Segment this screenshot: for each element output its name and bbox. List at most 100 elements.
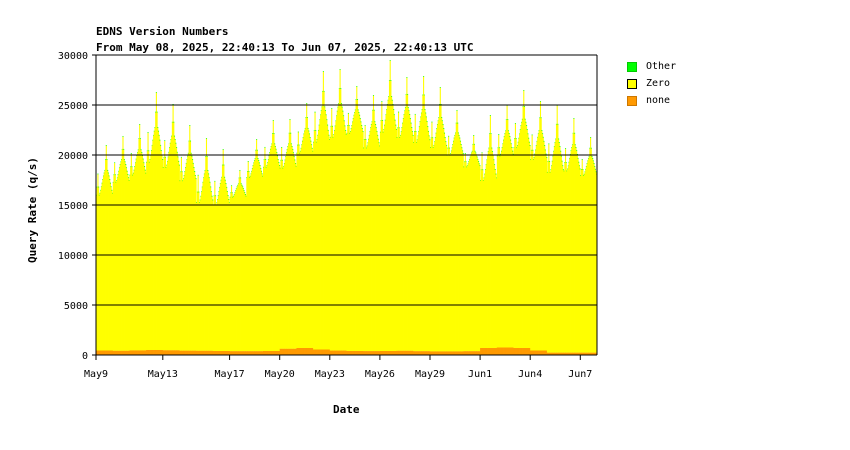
area-other-segment: [260, 170, 263, 172]
area-other-segment: [208, 177, 210, 179]
area-other-segment: [327, 124, 329, 126]
area-zero-segment: [441, 118, 443, 352]
area-other-segment: [532, 159, 535, 161]
area-other-segment: [233, 195, 235, 197]
area-none-segment: [341, 350, 343, 355]
area-zero-segment: [158, 135, 160, 350]
area-none-segment: [256, 351, 258, 355]
area-zero-segment: [357, 110, 359, 351]
area-other-segment: [489, 115, 491, 116]
area-none-segment: [351, 351, 353, 355]
area-none-segment: [166, 350, 168, 355]
area-other-segment: [98, 186, 100, 188]
area-none-segment: [420, 351, 423, 355]
area-zero-segment: [514, 123, 516, 348]
area-other-segment: [367, 142, 369, 144]
area-zero-segment: [226, 187, 228, 351]
area-none-segment: [408, 350, 410, 355]
area-zero-segment: [514, 138, 516, 348]
area-none-segment: [331, 350, 333, 355]
area-none-segment: [365, 351, 367, 355]
area-zero-segment: [200, 196, 202, 351]
area-none-segment: [188, 350, 190, 355]
area-none-segment: [395, 351, 397, 355]
area-none-segment: [171, 350, 173, 355]
area-none-segment: [463, 351, 465, 355]
area-zero-segment: [528, 142, 530, 348]
area-zero-segment: [395, 125, 397, 352]
area-none-segment: [389, 351, 391, 355]
area-none-segment: [437, 351, 439, 355]
area-zero-segment: [228, 199, 230, 351]
area-other-segment: [331, 108, 333, 109]
area-other-segment: [539, 117, 541, 119]
area-zero-segment: [150, 150, 153, 350]
area-none-segment: [382, 351, 384, 355]
area-zero-segment: [423, 95, 425, 352]
area-none-segment: [583, 352, 585, 355]
area-zero-segment: [449, 155, 451, 352]
area-other-segment: [301, 144, 303, 146]
area-other-segment: [264, 146, 266, 148]
area-other-segment: [163, 156, 165, 158]
area-none-segment: [592, 352, 594, 355]
area-none-segment: [392, 351, 394, 355]
area-zero-segment: [219, 187, 221, 351]
area-none-segment: [322, 349, 324, 355]
area-none-segment: [315, 349, 317, 355]
area-other-segment: [507, 130, 510, 132]
area-none-segment: [337, 350, 339, 355]
area-zero-segment: [574, 133, 576, 353]
area-zero-segment: [203, 174, 205, 351]
area-none-segment: [276, 351, 279, 355]
area-other-segment: [343, 120, 345, 122]
area-zero-segment: [121, 149, 123, 351]
area-other-segment: [518, 137, 520, 139]
area-other-segment: [283, 162, 285, 164]
area-other-segment: [578, 165, 581, 167]
area-other-segment: [373, 109, 375, 111]
area-none-segment: [426, 351, 428, 355]
area-other-segment: [205, 156, 207, 157]
area-zero-segment: [221, 165, 224, 351]
area-other-segment: [182, 180, 184, 182]
area-none-segment: [488, 348, 490, 355]
area-none-segment: [157, 350, 159, 355]
area-zero-segment: [265, 167, 267, 351]
area-zero-segment: [148, 151, 150, 350]
area-none-segment: [253, 351, 255, 355]
area-other-segment: [414, 131, 416, 133]
area-other-segment: [296, 152, 298, 154]
area-none-segment: [146, 350, 148, 355]
area-none-segment: [435, 351, 437, 355]
area-none-segment: [258, 351, 260, 355]
area-none-segment: [378, 351, 380, 355]
area-none-segment: [112, 350, 114, 355]
area-none-segment: [495, 348, 497, 355]
area-other-segment: [494, 164, 496, 166]
area-zero-segment: [455, 123, 457, 352]
area-zero-segment: [189, 125, 191, 351]
area-other-segment: [374, 121, 376, 123]
area-none-segment: [332, 350, 334, 355]
area-none-segment: [359, 351, 361, 355]
area-zero-segment: [101, 183, 103, 351]
area-other-segment: [382, 131, 384, 133]
area-other-segment: [357, 109, 359, 111]
area-none-segment: [307, 348, 309, 355]
area-other-segment: [309, 137, 311, 138]
area-zero-segment: [428, 136, 430, 352]
area-none-segment: [520, 348, 522, 355]
area-zero-segment: [569, 158, 571, 353]
area-none-segment: [462, 351, 464, 355]
area-other-segment: [253, 160, 256, 162]
area-other-segment: [128, 177, 130, 179]
area-other-segment: [560, 150, 562, 152]
area-none-segment: [521, 348, 523, 355]
area-none-segment: [238, 351, 240, 355]
area-zero-segment: [159, 140, 161, 350]
area-other-segment: [285, 155, 287, 157]
area-zero-segment: [465, 162, 467, 352]
area-other-segment: [322, 90, 324, 92]
area-zero-segment: [427, 131, 430, 352]
